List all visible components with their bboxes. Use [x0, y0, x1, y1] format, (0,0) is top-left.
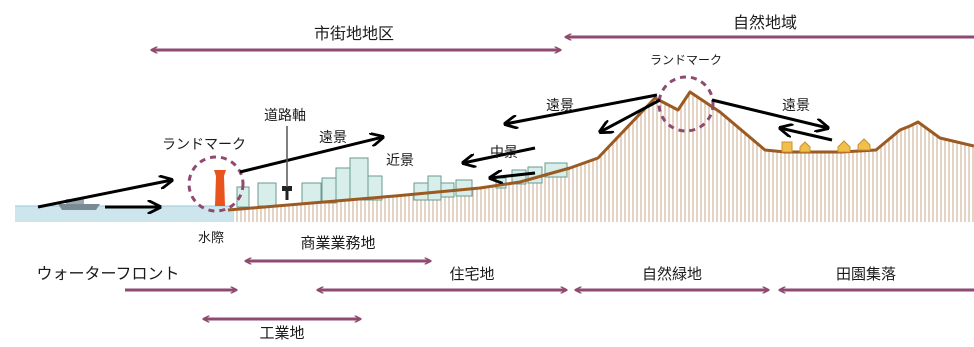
label-road-axis: 道路軸 — [264, 108, 306, 124]
houses — [781, 138, 871, 153]
landmark-tower-icon — [214, 170, 226, 206]
road-sign-icon — [282, 186, 292, 200]
label-natural-zone: 自然地域 — [733, 13, 797, 32]
view-arrow-mid-2 — [490, 173, 536, 178]
label-landmark-left: ランドマーク — [162, 137, 246, 153]
view-arrows — [37, 93, 833, 209]
lower-area — [0, 222, 974, 347]
zone-arrows-bottom — [125, 261, 974, 319]
ship-icon — [58, 199, 100, 210]
label-far-view-left: 遠景 — [319, 130, 347, 146]
label-natural-green: 自然緑地 — [642, 265, 702, 283]
label-commercial: 商業業務地 — [300, 234, 375, 252]
zone-arrows-top — [152, 37, 974, 50]
label-far-view-right: 遠景 — [782, 98, 810, 114]
label-landmark-right: ランドマーク — [650, 53, 722, 67]
label-industrial: 工業地 — [259, 324, 304, 342]
label-waterfront: ウォーターフロント — [36, 264, 179, 283]
view-arrow-ship-to-landmark — [37, 180, 172, 209]
label-residential: 住宅地 — [449, 265, 494, 283]
label-rural-village: 田園集落 — [836, 265, 896, 283]
labels: 市街地地区 自然地域 ランドマーク 遠景 遠景 道路軸 ランドマーク 遠景 近景… — [36, 13, 896, 342]
view-arrow-right-back — [780, 128, 833, 142]
landmark-right-highlight — [657, 75, 715, 133]
view-arrow-mid — [463, 146, 536, 163]
label-near-view: 近景 — [386, 153, 414, 169]
view-arrow-center-down — [600, 98, 661, 132]
view-arrow-far-center — [505, 93, 658, 124]
label-far-view-center: 遠景 — [546, 98, 574, 114]
view-arrow-far-right — [711, 98, 828, 128]
terrain-line — [227, 90, 974, 212]
label-waterside: 水際 — [198, 231, 224, 246]
label-mid-view: 中景 — [490, 145, 518, 161]
landmark-left-highlight — [187, 155, 245, 213]
label-urban-zone: 市街地地区 — [314, 24, 394, 43]
view-arrow-far-left — [239, 137, 383, 174]
